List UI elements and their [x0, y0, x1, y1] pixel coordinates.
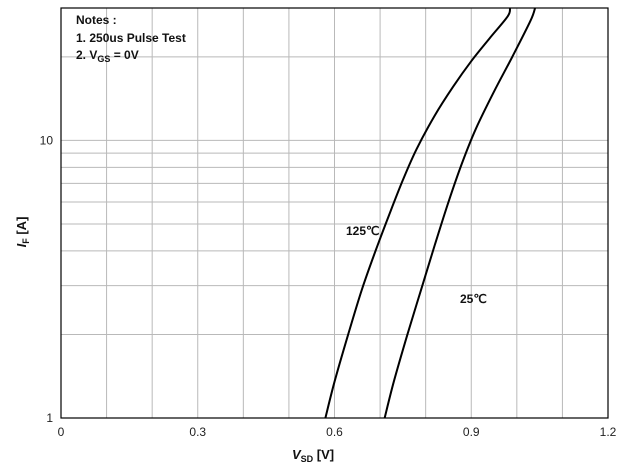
y-axis-label-unit: [A] [14, 217, 29, 239]
series-lines [324, 7, 537, 419]
notes-line-2-rest: = 0V [110, 48, 138, 62]
series-label-125c: 125℃ [346, 224, 380, 238]
x-axis-label-main: V [292, 447, 302, 462]
x-axis-label: VSD [V] [292, 447, 334, 464]
x-tick-label: 0.9 [463, 425, 480, 439]
series-label-25c: 25℃ [460, 292, 487, 306]
notes-line-1: 1. 250us Pulse Test [76, 31, 186, 45]
y-tick-label: 1 [46, 411, 53, 425]
y-axis-label: IF [A] [14, 217, 31, 248]
grid-lines [61, 8, 608, 418]
series-line-1 [383, 7, 537, 419]
notes-line-2-main: 2. V [76, 48, 97, 62]
notes-line-2: 2. VGS = 0V [76, 48, 139, 64]
y-axis-label-sub: F [21, 238, 31, 244]
x-axis-label-unit: [V] [313, 447, 334, 462]
x-tick-label: 0.6 [326, 425, 343, 439]
tick-labels: 0 0.3 0.6 0.9 1.2 1 10 [40, 133, 617, 439]
notes-title: Notes : [76, 13, 117, 27]
y-axis-label-main: I [14, 243, 29, 247]
x-tick-label: 0.3 [189, 425, 206, 439]
x-axis-label-sub: SD [301, 454, 314, 464]
notes-box: Notes : 1. 250us Pulse Test 2. VGS = 0V [76, 13, 186, 64]
y-tick-label: 10 [40, 133, 54, 147]
x-tick-label: 1.2 [600, 425, 617, 439]
series-line-0 [324, 7, 512, 419]
x-tick-label: 0 [58, 425, 65, 439]
plot-frame [60, 7, 609, 419]
notes-line-2-sub: GS [97, 54, 110, 64]
